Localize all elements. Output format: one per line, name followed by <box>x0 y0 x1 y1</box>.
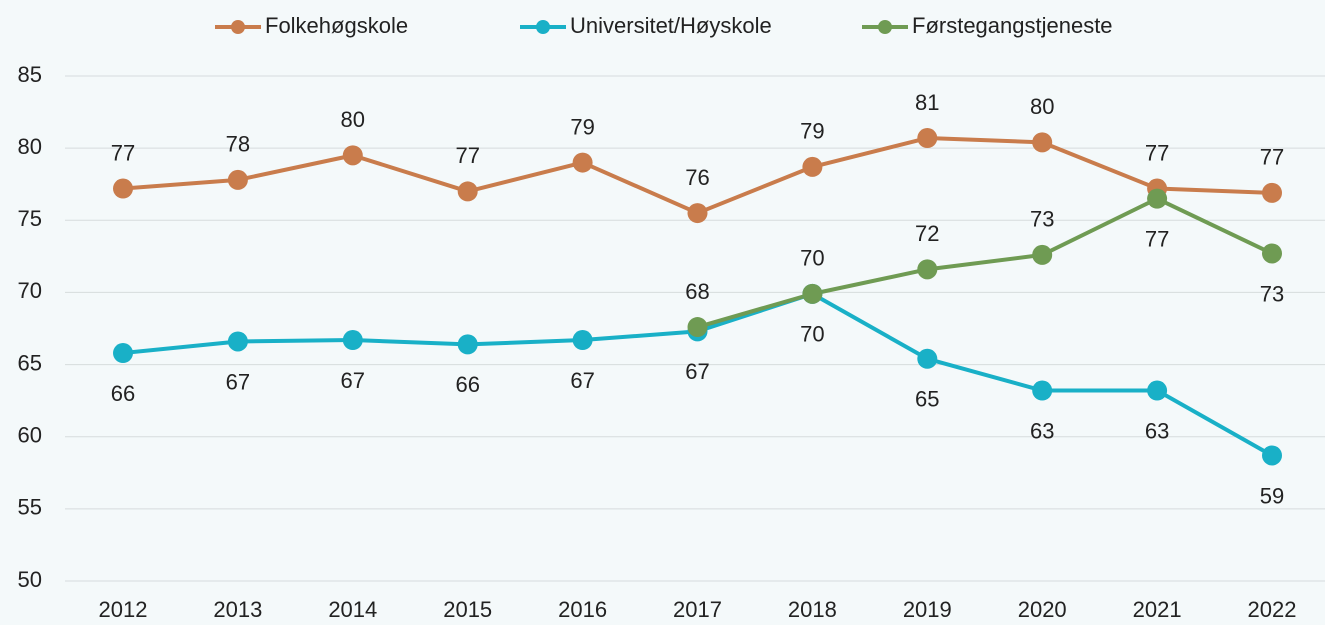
y-tick-label: 60 <box>18 423 42 448</box>
data-point <box>687 203 708 224</box>
data-label: 70 <box>800 322 824 347</box>
data-label: 68 <box>685 279 709 304</box>
data-label: 70 <box>800 246 824 271</box>
data-point <box>113 178 133 199</box>
data-point <box>1262 243 1282 264</box>
data-label: 66 <box>111 381 135 406</box>
data-point <box>917 259 938 280</box>
data-point <box>227 331 248 352</box>
data-label: 77 <box>1145 226 1169 251</box>
data-point <box>457 334 478 355</box>
legend-label: Folkehøgskole <box>265 13 408 38</box>
x-tick-label: 2018 <box>788 597 837 622</box>
x-tick-label: 2016 <box>558 597 607 622</box>
data-point <box>802 283 823 304</box>
data-point <box>1147 188 1168 209</box>
data-label: 59 <box>1260 483 1284 508</box>
data-label: 63 <box>1145 418 1169 443</box>
data-point <box>1032 244 1053 265</box>
data-label: 80 <box>341 107 365 132</box>
data-label: 77 <box>1145 140 1169 165</box>
y-tick-label: 75 <box>18 206 42 231</box>
data-label: 63 <box>1030 418 1054 443</box>
legend-label: Førstegangstjeneste <box>912 13 1113 38</box>
x-tick-label: 2012 <box>99 597 148 622</box>
legend-marker <box>878 20 892 34</box>
y-tick-label: 80 <box>18 134 42 159</box>
x-tick-label: 2013 <box>213 597 262 622</box>
data-label: 77 <box>455 143 479 168</box>
legend-marker <box>536 20 550 34</box>
data-label: 76 <box>685 165 709 190</box>
data-point <box>1262 182 1282 203</box>
data-point <box>1032 380 1053 401</box>
data-point <box>1147 380 1168 401</box>
data-point <box>917 128 938 149</box>
data-label: 78 <box>226 132 250 157</box>
data-point <box>572 330 593 351</box>
x-tick-label: 2021 <box>1133 597 1182 622</box>
x-tick-label: 2017 <box>673 597 722 622</box>
data-label: 80 <box>1030 94 1054 119</box>
y-tick-label: 65 <box>18 350 42 375</box>
legend-marker <box>231 20 245 34</box>
data-label: 79 <box>800 119 824 144</box>
x-tick-label: 2019 <box>903 597 952 622</box>
data-label: 67 <box>685 359 709 384</box>
data-point <box>342 145 363 166</box>
x-tick-label: 2022 <box>1248 597 1297 622</box>
y-tick-label: 70 <box>18 278 42 303</box>
legend-label: Universitet/Høyskole <box>570 13 772 38</box>
data-label: 72 <box>915 221 939 246</box>
data-label: 67 <box>341 368 365 393</box>
data-label: 73 <box>1260 281 1284 306</box>
x-tick-label: 2014 <box>328 597 377 622</box>
data-point <box>113 343 133 364</box>
data-label: 73 <box>1030 207 1054 232</box>
series-line <box>696 196 1273 329</box>
data-point <box>687 317 708 338</box>
data-point <box>342 330 363 351</box>
data-label: 81 <box>915 90 939 115</box>
data-point <box>1032 132 1053 153</box>
data-point <box>572 152 593 173</box>
data-point <box>227 169 248 190</box>
data-label: 77 <box>1260 145 1284 170</box>
data-label: 67 <box>226 369 250 394</box>
x-tick-label: 2015 <box>443 597 492 622</box>
data-label: 79 <box>570 114 594 139</box>
data-point <box>917 348 938 369</box>
y-tick-label: 50 <box>18 567 42 592</box>
data-point <box>457 181 478 202</box>
data-label: 66 <box>455 372 479 397</box>
data-point <box>802 156 823 177</box>
data-label: 77 <box>111 140 135 165</box>
y-tick-label: 55 <box>18 495 42 520</box>
data-label: 67 <box>570 368 594 393</box>
x-tick-label: 2020 <box>1018 597 1067 622</box>
data-point <box>1262 445 1282 466</box>
y-tick-label: 85 <box>18 62 42 87</box>
data-label: 65 <box>915 387 939 412</box>
